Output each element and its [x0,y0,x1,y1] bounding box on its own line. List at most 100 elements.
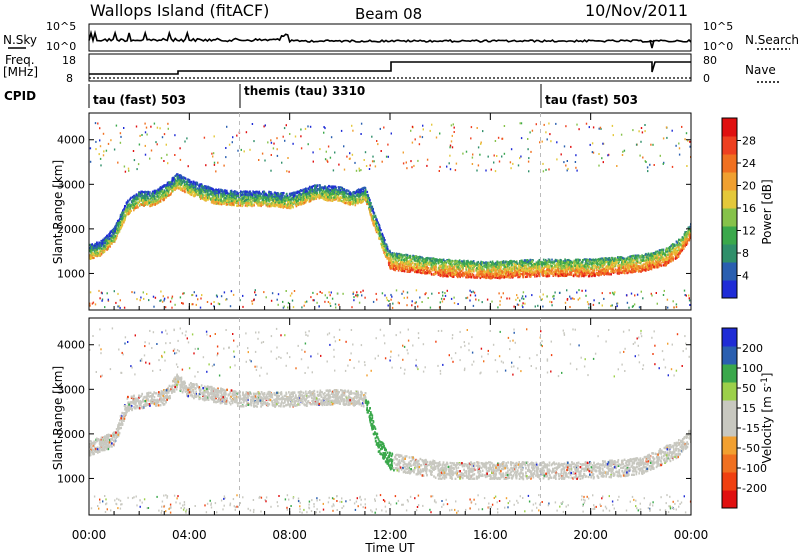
scatter-point [359,201,362,204]
nave-tick-bottom: 0 [703,72,710,85]
scatter-point [687,231,689,234]
scatter-point [675,240,678,243]
scatter-point [219,191,221,194]
scatter-point [102,244,105,247]
scatter-point [634,254,636,257]
scatter-point [323,197,325,200]
scatter-point [274,196,276,200]
scatter-point [100,252,103,255]
scatter-point [423,266,425,269]
scatter-point [98,241,100,244]
scatter-point [112,229,114,233]
noise-tick-top-right: 10^5 [703,20,733,33]
scatter-point [122,211,125,214]
scatter-point [404,261,406,264]
scatter-point [207,192,209,196]
scatter-point [349,191,351,194]
scatter-point [688,230,691,234]
scatter-point [457,271,459,274]
scatter-point [426,268,428,272]
scatter-point [650,252,652,255]
scatter-point [286,194,289,197]
scatter-point [544,265,547,268]
scatter-point [262,195,265,198]
scatter-point [365,189,367,192]
scatter-point [592,274,595,277]
scatter-point [280,195,283,198]
scatter-point [402,268,404,271]
scatter-point [205,193,207,196]
scatter-point [255,198,258,201]
scatter-point [141,198,143,201]
scatter-point [276,200,279,203]
scatter-point [208,194,210,197]
scatter-point [637,267,640,271]
scatter-point [499,268,502,271]
beam-label: Beam 08 [355,5,422,23]
scatter-point [284,201,286,204]
scatter-point [337,194,340,197]
scatter-point [572,265,575,268]
scatter-point [607,269,609,272]
scatter-point [454,273,456,276]
scatter-point [383,251,385,254]
scatter-point [472,273,475,276]
scatter-point [447,268,449,272]
scatter-point [181,187,183,190]
scatter-point [95,252,97,255]
scatter-point [414,269,417,272]
scatter-point [536,275,538,278]
scatter-point [663,261,666,264]
scatter-point [445,275,447,278]
scatter-point [321,190,324,193]
scatter-point [590,258,592,261]
scatter-point [545,270,547,273]
scatter-point [145,197,147,200]
scatter-point [678,238,680,241]
scatter-point [482,276,485,279]
scatter-point [633,262,635,265]
scatter-point [314,187,317,190]
scatter-point [385,250,388,253]
scatter-point [256,190,258,193]
scatter-point [619,271,621,274]
scatter-point [324,187,326,190]
scatter-point [466,270,468,273]
scatter-point [452,267,455,270]
scatter-point [646,263,649,266]
scatter-point [212,197,214,200]
scatter-point [233,196,235,199]
scatter-point [653,254,656,258]
scatter-point [608,267,611,270]
scatter-point [527,262,530,265]
scatter-point [99,242,101,245]
scatter-point [153,195,156,198]
scatter-point [683,233,686,236]
scatter-point [634,268,636,271]
scatter-point [663,264,666,267]
scatter-point [498,268,501,271]
scatter-point [575,264,577,267]
scatter-point [103,237,106,240]
scatter-point [419,265,422,268]
scatter-point [570,273,573,276]
scatter-point [436,259,438,262]
scatter-point [243,200,245,203]
scatter-point [282,191,285,195]
scatter-point [205,185,207,188]
scatter-point [268,203,271,206]
scatter-point [307,195,310,198]
scatter-point [459,267,461,270]
scatter-point [283,196,286,199]
scatter-point [319,186,321,189]
scatter-point [136,194,138,197]
scatter-point [317,184,319,187]
scatter-point [609,265,612,268]
noise-panel: N.Sky 10^5 10^0 10^5 10^0 N.Search [3,20,799,53]
scatter-point [153,190,156,193]
scatter-point [132,201,134,204]
scatter-point [245,201,247,205]
scatter-point [409,254,412,257]
scatter-point [123,213,125,216]
scatter-point [422,271,425,274]
